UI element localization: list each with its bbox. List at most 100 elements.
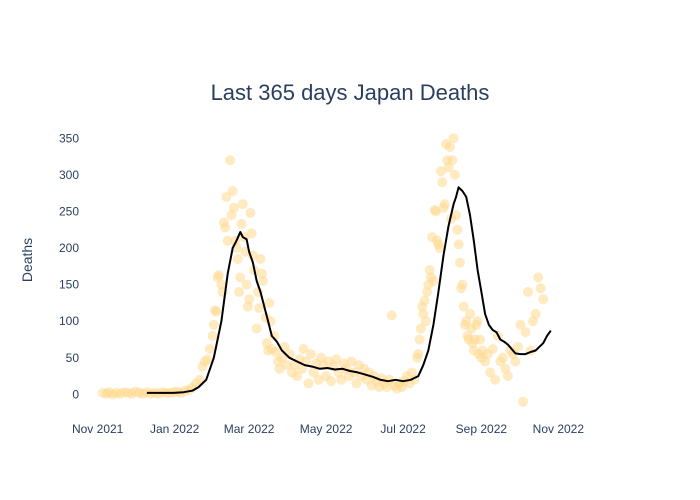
data-point [245,207,256,218]
data-point [232,254,243,265]
data-point [336,374,347,385]
data-point [448,133,459,144]
data-point [251,323,262,334]
y-tick-label: 0 [72,387,79,401]
data-point [430,206,441,217]
x-tick-label: Jul 2022 [380,422,426,436]
data-point [298,344,309,355]
data-point [419,295,430,306]
data-point [227,185,238,196]
x-tick-label: Sep 2022 [456,422,508,436]
data-point [420,316,431,327]
data-point [497,352,508,363]
data-point [413,349,424,360]
data-point [208,319,219,330]
data-point [228,202,239,213]
chart-title: Last 365 days Japan Deaths [211,80,490,105]
data-point [428,275,439,286]
data-point [264,297,275,308]
y-tick-label: 100 [59,314,79,328]
data-point [472,316,483,327]
trend-line [146,186,552,394]
data-point [270,346,281,357]
data-point [202,354,213,365]
data-point [220,222,231,233]
data-point [435,166,446,177]
data-point [523,286,534,297]
data-point [458,301,469,312]
data-point [415,323,426,334]
data-point [451,210,462,221]
data-point [221,191,232,202]
data-point [258,275,269,286]
y-tick-label: 300 [59,168,79,182]
data-point [255,254,266,265]
data-point [205,344,215,355]
y-tick-label: 200 [59,241,79,255]
data-point [246,228,257,239]
data-point [465,308,475,319]
data-point [454,257,465,268]
y-axis: 0 50 100 150 200 250 300 350 [59,131,79,401]
data-point [213,270,224,281]
x-tick-label: May 2022 [300,422,353,436]
data-point [453,239,464,250]
data-point [351,378,362,389]
x-tick-label: Jan 2022 [150,422,200,436]
data-point [452,224,463,235]
data-point [485,367,496,378]
data-point [512,341,523,352]
x-tick-label: Mar 2022 [224,422,275,436]
data-point [211,306,222,317]
data-point [225,155,236,166]
trend-line-layer [146,186,552,394]
data-point [502,371,513,382]
data-point [237,199,248,210]
data-point [234,286,245,297]
data-point [444,142,455,153]
data-point [386,310,397,321]
data-point [414,334,425,345]
data-point [449,169,460,180]
data-point [434,243,445,254]
data-point [292,371,303,382]
data-point [308,367,319,378]
data-point [510,356,521,367]
data-point [487,344,498,355]
data-point [244,294,255,305]
y-tick-label: 250 [59,204,79,218]
x-tick-label: Nov 2021 [72,422,124,436]
data-point [520,327,531,338]
y-axis-label: Deaths [19,238,35,282]
data-point [274,363,285,374]
data-point [538,294,549,305]
data-point [235,272,246,283]
y-tick-label: 50 [66,351,80,365]
data-point [281,360,292,371]
data-point [303,378,314,389]
data-point [515,319,526,330]
data-point [346,356,357,367]
data-point [518,396,529,407]
data-point [241,279,252,290]
data-point [439,199,450,210]
data-point [533,272,544,283]
data-point [222,235,233,246]
y-tick-label: 350 [59,131,79,145]
data-point [331,354,342,365]
data-point [437,177,448,188]
data-point [447,155,458,166]
data-point [276,352,287,363]
x-tick-label: Nov 2022 [533,422,585,436]
data-point [305,349,316,360]
x-axis: Nov 2021 Jan 2022 Mar 2022 May 2022 Jul 2022… [72,422,584,436]
data-point [313,374,324,385]
data-point [535,283,546,294]
data-point [207,330,218,341]
data-point [530,308,541,319]
data-point [254,303,265,314]
y-tick-label: 150 [59,278,79,292]
